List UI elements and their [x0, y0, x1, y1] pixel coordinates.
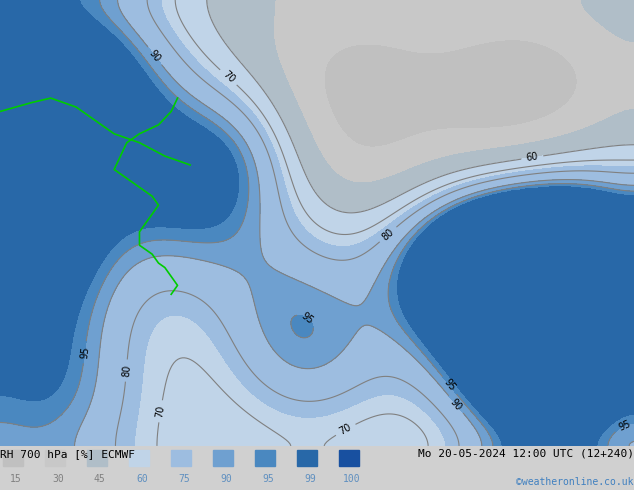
Text: 80: 80 — [380, 227, 396, 242]
Text: 95: 95 — [299, 311, 315, 326]
Text: 90: 90 — [220, 474, 232, 484]
Bar — [87, 450, 108, 465]
Text: 95: 95 — [617, 418, 632, 433]
Text: 70: 70 — [155, 404, 167, 418]
Bar — [213, 450, 233, 465]
Text: 80: 80 — [121, 364, 132, 377]
Bar — [171, 450, 191, 465]
Bar — [339, 450, 359, 465]
Text: 99: 99 — [304, 474, 316, 484]
Text: 75: 75 — [178, 474, 190, 484]
Text: ©weatheronline.co.uk: ©weatheronline.co.uk — [517, 477, 634, 487]
Bar — [255, 450, 275, 465]
Text: 100: 100 — [343, 474, 361, 484]
Text: 95: 95 — [79, 345, 91, 359]
Bar — [45, 450, 65, 465]
Text: 30: 30 — [52, 474, 64, 484]
Text: 90: 90 — [448, 396, 463, 412]
Text: 60: 60 — [136, 474, 148, 484]
Text: 15: 15 — [10, 474, 22, 484]
Bar — [3, 450, 23, 465]
Text: 90: 90 — [147, 48, 162, 64]
Text: 70: 70 — [221, 70, 236, 85]
Text: RH 700 hPa [%] ECMWF: RH 700 hPa [%] ECMWF — [0, 449, 135, 459]
Text: 70: 70 — [338, 422, 353, 437]
Bar — [297, 450, 318, 465]
Text: 95: 95 — [262, 474, 274, 484]
Text: 45: 45 — [94, 474, 106, 484]
Text: 60: 60 — [526, 152, 539, 163]
Bar — [129, 450, 150, 465]
Text: Mo 20-05-2024 12:00 UTC (12+240): Mo 20-05-2024 12:00 UTC (12+240) — [418, 449, 634, 459]
Text: 95: 95 — [442, 377, 457, 393]
